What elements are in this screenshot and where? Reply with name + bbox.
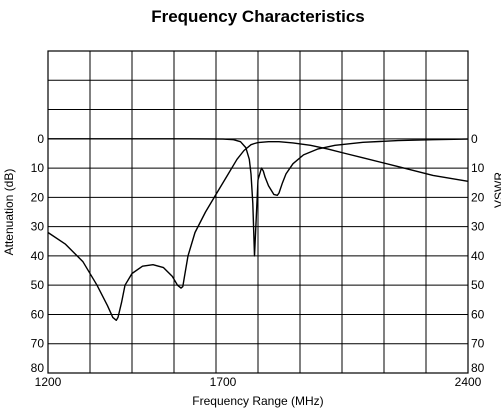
right-tick-labels: 0 10 20 30 40 50 60 70 80 [471,132,485,375]
series-layer [47,138,469,321]
y-tick-label-right: 40 [471,249,485,263]
x-tick-label: 1200 [35,375,62,389]
y-tick-label-left: 20 [31,190,45,204]
y-tick-label-left: 10 [31,161,45,175]
y-tick-label-left: 70 [31,337,45,351]
series-line-1 [47,141,469,321]
y-tick-label-right: 30 [471,220,485,234]
chart-title: Frequency Characteristics [151,7,365,26]
y-tick-label-right: 80 [471,361,485,375]
x-tick-labels: 1200 1700 2400 [35,375,482,389]
y-tick-label-right: 20 [471,190,485,204]
y-tick-label-right: 10 [471,161,485,175]
x-tick-label: 2400 [455,375,482,389]
left-tick-labels: 0 10 20 30 40 50 60 70 80 [31,132,45,375]
plot-grid [48,51,468,373]
y-tick-label-right: 0 [471,132,478,146]
y-tick-label-left: 60 [31,307,45,321]
y-tick-label-left: 50 [31,278,45,292]
y-tick-label-right: 60 [471,307,485,321]
y-tick-label-left: 40 [31,249,45,263]
x-tick-label: 1700 [210,375,237,389]
right-axis-label: VSWR [492,172,501,208]
y-tick-label-left: 0 [37,132,44,146]
plot-frame [47,50,469,374]
series-line-2 [48,138,469,257]
y-axis-label: Attenuation (dB) [2,169,16,256]
y-tick-label-left: 80 [31,361,45,375]
y-tick-label-left: 30 [31,220,45,234]
y-tick-label-right: 50 [471,278,485,292]
x-axis-label: Frequency Range (MHz) [192,394,323,408]
y-tick-label-right: 70 [471,337,485,351]
